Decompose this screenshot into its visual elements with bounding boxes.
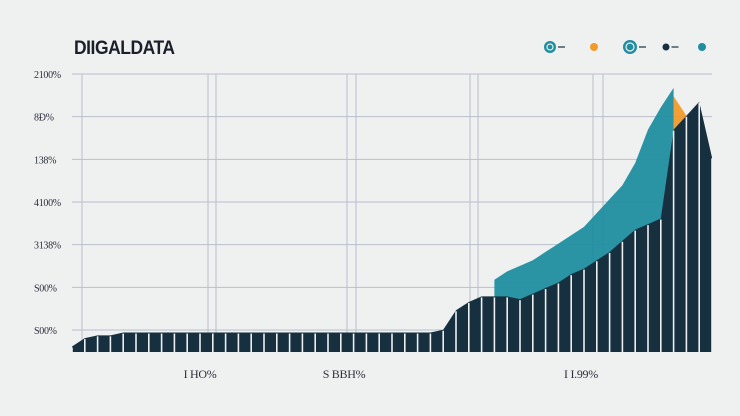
x-tick-label: I HO% — [184, 367, 217, 381]
y-tick-label: 2100% — [34, 70, 61, 81]
legend-marker — [698, 43, 706, 51]
y-tick-label: S00% — [34, 326, 57, 337]
y-tick-label: 8Ð% — [34, 113, 54, 124]
chart-title: DIIGALDATA — [74, 38, 175, 59]
legend — [544, 40, 706, 54]
legend-marker — [623, 40, 637, 54]
stripes — [71, 102, 713, 352]
y-tick-label: 4100% — [34, 198, 61, 209]
legend-marker — [662, 43, 670, 51]
legend-marker — [544, 41, 556, 53]
y-tick-label: S00% — [34, 283, 57, 294]
x-tick-label: I I.99% — [564, 367, 598, 381]
area-series-0 — [72, 101, 712, 352]
y-tick-label: 138% — [34, 155, 56, 166]
x-tick-label: S BBH% — [323, 367, 366, 381]
y-tick-label: 3138% — [34, 241, 61, 252]
legend-marker — [590, 43, 598, 51]
